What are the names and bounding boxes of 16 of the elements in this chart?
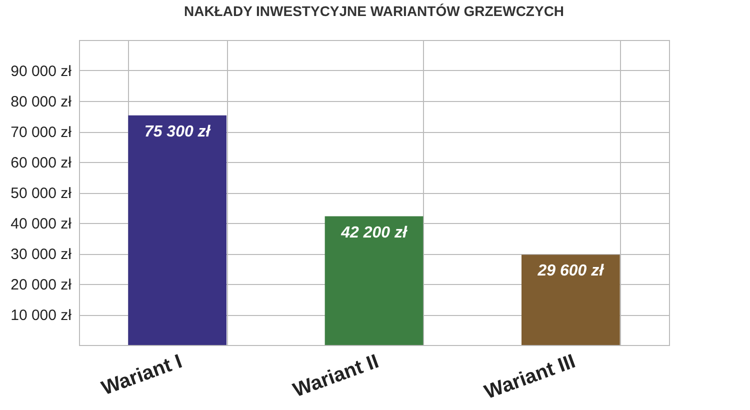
- y-tick-label: 10 000 zł: [10, 307, 72, 324]
- y-tick-label: 30 000 zł: [10, 246, 72, 263]
- data-label: 29 600 zł: [536, 262, 604, 280]
- y-tick-label: 20 000 zł: [10, 276, 72, 294]
- data-label: 42 200 zł: [340, 224, 408, 242]
- y-tick-label: 60 000 zł: [10, 154, 72, 172]
- chart-title: NAKŁADY INWESTYCYJNE WARIANTÓW GRZEWCZYCH: [184, 3, 564, 19]
- y-tick-label: 80 000 zł: [10, 94, 72, 110]
- y-tick-label: 70 000 zł: [10, 124, 72, 141]
- y-tick-label: 50 000 zł: [10, 185, 72, 202]
- bar: [128, 115, 226, 345]
- bar: [324, 216, 424, 345]
- y-tick-label: 90 000 zł: [10, 63, 72, 80]
- bar: [522, 254, 620, 345]
- data-label: 75 300 zł: [144, 123, 211, 140]
- y-tick-label: 40 000 zł: [10, 216, 72, 232]
